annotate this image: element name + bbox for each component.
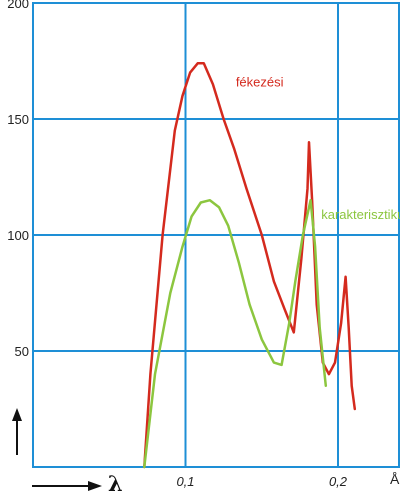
y-tick-label: 200 [7, 0, 29, 11]
series-line-karakterisztikus [143, 198, 328, 469]
x-axis-unit: Å [390, 471, 400, 487]
series-label-karakterisztikus: karakterisztikus [321, 207, 400, 222]
x-tick-label: 0,2 [329, 474, 348, 489]
y-tick-label: 150 [7, 112, 29, 127]
y-tick-label: 100 [7, 228, 29, 243]
y-axis-arrow [12, 408, 22, 455]
series-label-fekezesi: fékezési [236, 75, 284, 90]
tick-labels: 50 100 150 200 0,1 0,2 [7, 0, 348, 489]
series-line-fekezesi [143, 62, 357, 469]
x-tick-label: 0,1 [176, 474, 194, 489]
y-tick-label: 50 [15, 344, 29, 359]
grid [32, 2, 400, 468]
x-axis-arrow [32, 481, 102, 491]
series-lines [143, 62, 357, 469]
x-axis-label: λ [108, 471, 123, 491]
